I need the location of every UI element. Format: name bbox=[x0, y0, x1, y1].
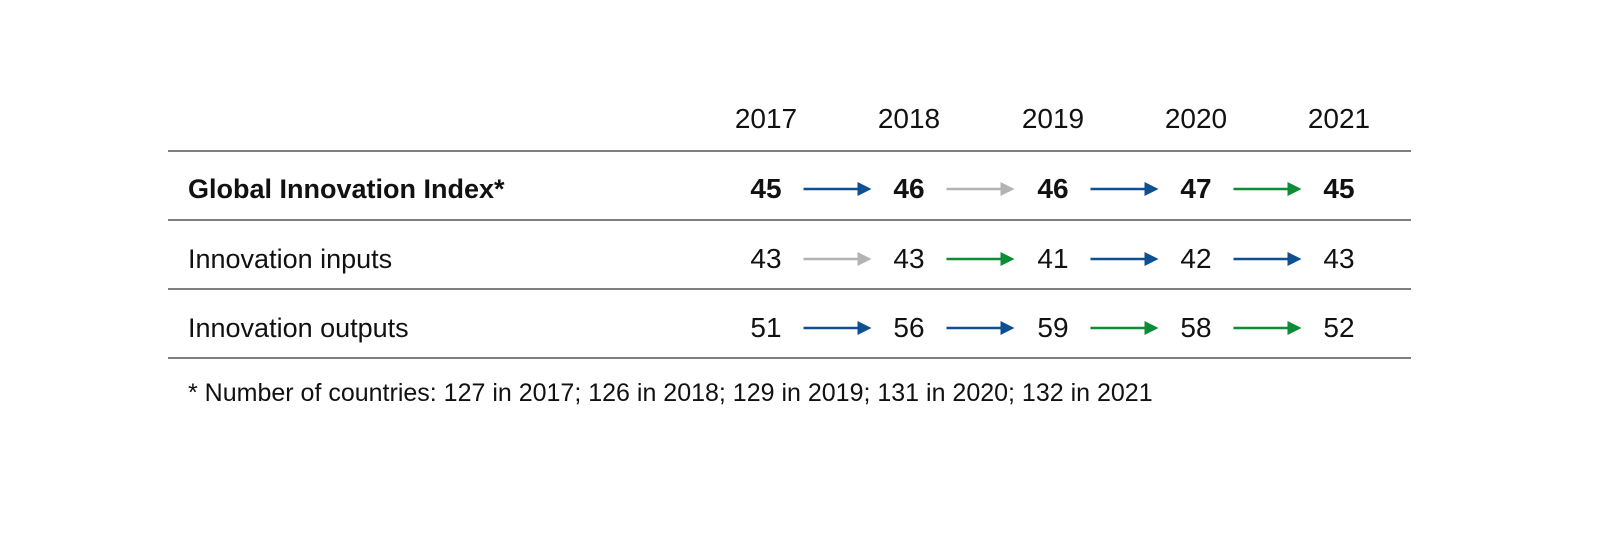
rank-value: 41 bbox=[1037, 243, 1068, 274]
right-arrow-icon bbox=[803, 182, 872, 196]
row-label: Innovation inputs bbox=[188, 244, 392, 274]
year-header: 2017 2018 2019 2020 2021 bbox=[735, 103, 1370, 134]
rank-value: 43 bbox=[893, 243, 924, 274]
rank-value: 52 bbox=[1323, 312, 1354, 343]
right-arrow-icon bbox=[1090, 321, 1159, 335]
right-arrow-icon bbox=[803, 252, 872, 266]
right-arrow-icon bbox=[946, 321, 1015, 335]
rank-value: 42 bbox=[1180, 243, 1211, 274]
right-arrow-icon bbox=[946, 252, 1015, 266]
footnote: * Number of countries: 127 in 2017; 126 … bbox=[188, 379, 1153, 407]
year-label-2017: 2017 bbox=[735, 103, 797, 134]
rank-value: 45 bbox=[1323, 173, 1354, 204]
rank-value: 46 bbox=[893, 173, 924, 204]
rank-value: 45 bbox=[750, 173, 781, 204]
right-arrow-icon bbox=[946, 182, 1015, 196]
row-label: Innovation outputs bbox=[188, 313, 409, 343]
rank-value: 51 bbox=[750, 312, 781, 343]
table-body: Global Innovation Index* 45 46 46 47 45 Innova… bbox=[188, 173, 1355, 343]
right-arrow-icon bbox=[1090, 182, 1159, 196]
table-rules bbox=[168, 150, 1411, 359]
table-row: Innovation inputs 43 43 41 42 43 bbox=[188, 243, 1355, 274]
right-arrow-icon bbox=[1233, 321, 1302, 335]
rank-value: 58 bbox=[1180, 312, 1211, 343]
row-label: Global Innovation Index* bbox=[188, 174, 505, 204]
year-label-2018: 2018 bbox=[878, 103, 940, 134]
table-row: Global Innovation Index* 45 46 46 47 45 bbox=[188, 173, 1355, 204]
rank-value: 43 bbox=[1323, 243, 1354, 274]
right-arrow-icon bbox=[1233, 182, 1302, 196]
year-label-2021: 2021 bbox=[1308, 103, 1370, 134]
rank-value: 46 bbox=[1037, 173, 1068, 204]
year-label-2020: 2020 bbox=[1165, 103, 1227, 134]
table-row: Innovation outputs 51 56 59 58 52 bbox=[188, 312, 1355, 343]
rank-value: 43 bbox=[750, 243, 781, 274]
rank-value: 56 bbox=[893, 312, 924, 343]
right-arrow-icon bbox=[1090, 252, 1159, 266]
right-arrow-icon bbox=[803, 321, 872, 335]
year-label-2019: 2019 bbox=[1022, 103, 1084, 134]
right-arrow-icon bbox=[1233, 252, 1302, 266]
rank-value: 59 bbox=[1037, 312, 1068, 343]
rank-value: 47 bbox=[1180, 173, 1211, 204]
